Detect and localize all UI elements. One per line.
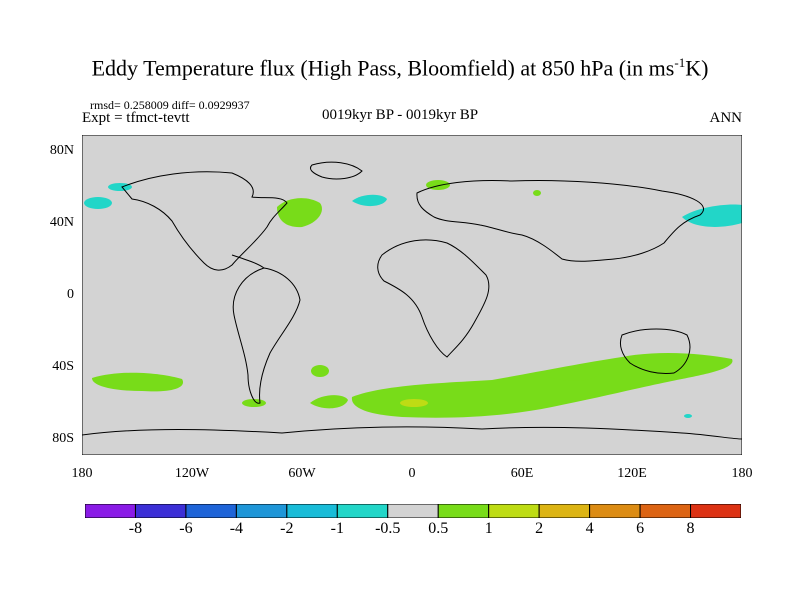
southern-ocean-anomaly xyxy=(351,352,733,418)
lat-label-80n: 80N xyxy=(49,143,74,158)
africa-coast xyxy=(377,239,490,358)
colorbar-swatch xyxy=(690,504,741,518)
scandinavia-anomaly xyxy=(426,180,450,190)
north-atlantic-anomaly xyxy=(277,198,322,228)
greenland-coast xyxy=(309,161,363,180)
colorbar-swatch xyxy=(235,504,288,518)
colorbar-label: -6 xyxy=(179,520,193,537)
plot-title: Eddy Temperature flux (High Pass, Bloomf… xyxy=(91,55,709,81)
north-america-coast xyxy=(121,171,288,271)
colorbar-swatch xyxy=(589,504,641,518)
lat-label-80s: 80S xyxy=(52,431,74,446)
lon-label-120e: 120E xyxy=(617,466,647,481)
north-pacific-east-anomaly xyxy=(682,204,742,227)
colorbar-swatch xyxy=(387,504,439,518)
positive-contours xyxy=(92,180,733,418)
south-pacific-anomaly xyxy=(92,372,184,392)
colorbar-swatch xyxy=(639,504,692,518)
lon-label-0: 0 xyxy=(408,466,416,481)
central-america-coast xyxy=(231,254,265,269)
colorbar-label: 0.5 xyxy=(428,520,449,537)
colorbar-label: -1 xyxy=(330,520,344,537)
colorbar-label: 6 xyxy=(636,520,645,537)
lon-label-60w: 60W xyxy=(288,466,316,481)
lat-label-40s: 40S xyxy=(52,359,74,374)
colorbar-label: 4 xyxy=(585,520,594,537)
colorbar-label: -0.5 xyxy=(375,520,401,537)
lon-label-180w: 180 xyxy=(71,466,93,481)
lon-label-60e: 60E xyxy=(510,466,534,481)
map-panel xyxy=(82,135,742,455)
colorbar-label: -2 xyxy=(280,520,294,537)
stats-text: rmsd= 0.258009 diff= 0.0929937 xyxy=(90,98,250,112)
period-label: 0019kyr BP - 0019kyr BP xyxy=(321,107,479,123)
lon-label-180e: 180 xyxy=(731,466,753,481)
colorbar-swatch xyxy=(538,504,591,518)
colorbar-label: 1 xyxy=(484,520,493,537)
lon-label-120w: 120W xyxy=(174,466,210,481)
lat-label-0: 0 xyxy=(67,287,74,302)
coastlines xyxy=(82,161,742,440)
south-america-coast xyxy=(232,267,301,404)
australia-coast xyxy=(619,328,691,374)
colorbar-swatch xyxy=(437,504,490,518)
colorbar-label: -8 xyxy=(128,520,143,537)
colorbar-label: 2 xyxy=(535,520,544,537)
colorbar xyxy=(85,504,741,518)
positive-strong-contours xyxy=(400,399,428,407)
season-label: ANN xyxy=(709,110,743,126)
colorbar-label: -4 xyxy=(229,520,244,537)
colorbar-swatch xyxy=(85,504,136,518)
north-pacific-west-anomaly xyxy=(84,197,112,209)
colorbar-swatch xyxy=(286,504,338,518)
north-atlantic-negative xyxy=(352,194,387,207)
experiment-label: Expt = tfmct-tevtt xyxy=(82,110,190,126)
colorbar-swatch xyxy=(336,504,389,518)
negative-contours xyxy=(84,183,742,418)
antarctica-coast xyxy=(82,426,742,440)
lat-label-40n: 40N xyxy=(49,215,74,230)
colorbar-label: 8 xyxy=(686,520,695,537)
colorbar-swatch xyxy=(185,504,237,518)
colorbar-swatch xyxy=(134,504,187,518)
colorbar-swatch xyxy=(488,504,540,518)
eurasia-coast xyxy=(416,179,704,262)
